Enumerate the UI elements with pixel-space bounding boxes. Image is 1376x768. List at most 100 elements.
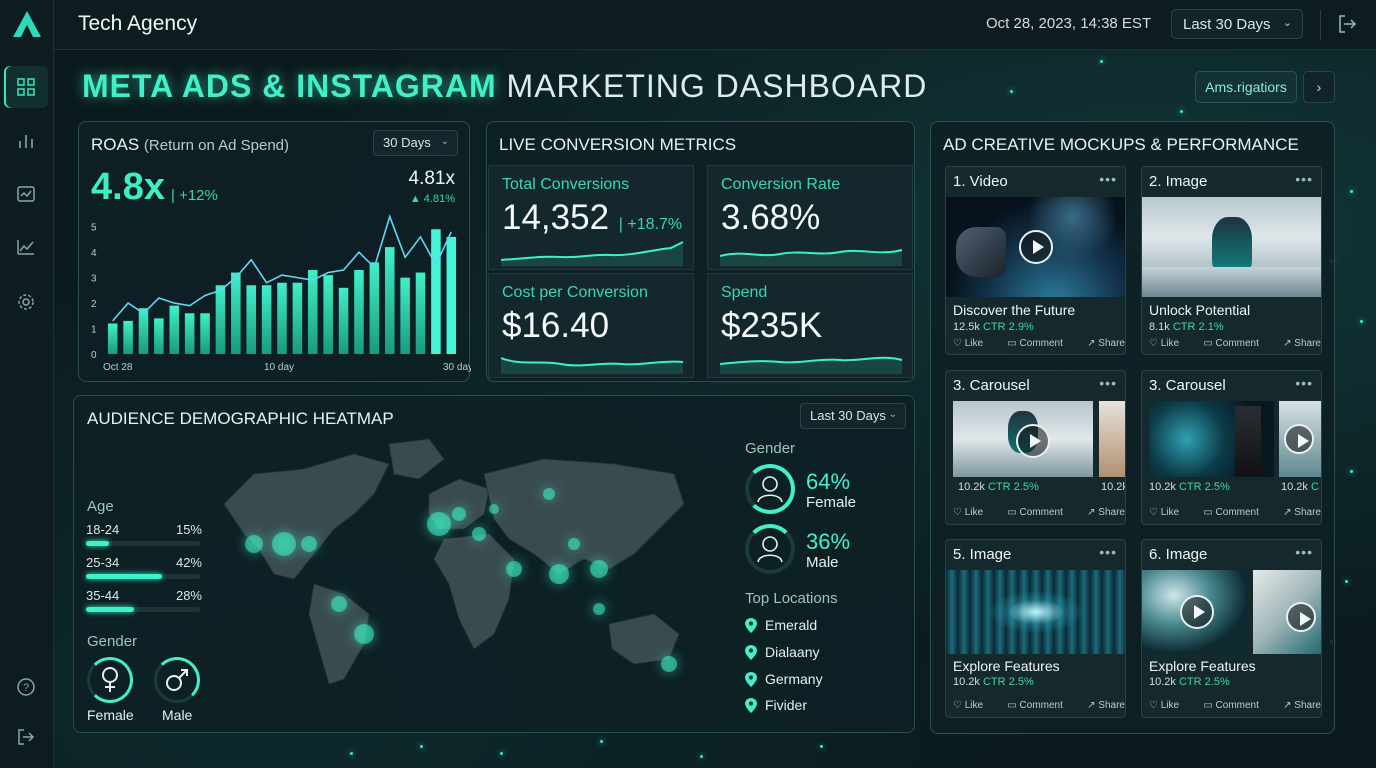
female-avatar-icon [757, 476, 783, 503]
sidebar-item-help[interactable]: ? [4, 666, 48, 708]
card-reach: 10.2k [1149, 481, 1176, 493]
activity-icon [17, 186, 35, 202]
image-thumbnail[interactable] [1142, 570, 1248, 654]
map-pin-icon [745, 698, 757, 713]
card-actions: ♡ Like ▭ Comment ↗ Share [953, 700, 1125, 711]
thumbnail-figure [1212, 217, 1252, 272]
creative-card[interactable]: 3. Carousel ••• 10.2k CTR 2.5% 10.2k C ♡… [1141, 370, 1322, 525]
more-icon[interactable]: ••• [1295, 544, 1313, 560]
roas-range-select[interactable]: 30 Days ⌄ [373, 130, 458, 156]
roas-bar [215, 285, 226, 354]
play-icon[interactable] [1016, 424, 1050, 458]
sidebar-item-dashboard[interactable] [4, 66, 48, 108]
particle [820, 745, 823, 748]
more-icon[interactable]: ••• [1295, 171, 1313, 187]
card-stats: 8.1k CTR 2.1% [1149, 321, 1224, 333]
share-button[interactable]: ↗ Share [1283, 507, 1321, 518]
male-pct-ring [745, 524, 795, 574]
heatmap-panel: AUDIENCE DEMOGRAPHIC HEATMAP Last 30 Day… [73, 395, 915, 733]
like-button[interactable]: ♡ Like [1149, 700, 1180, 711]
carousel-slide[interactable] [953, 401, 1093, 477]
like-button[interactable]: ♡ Like [953, 507, 984, 518]
particle [1100, 60, 1103, 63]
creatives-title: AD CREATIVE MOCKUPS & PERFORMANCE [943, 135, 1299, 154]
roas-bar [169, 305, 180, 354]
video-thumbnail[interactable] [946, 197, 1125, 297]
share-button[interactable]: ↗ Share [1283, 338, 1321, 349]
image-thumbnail-secondary[interactable] [1253, 570, 1321, 654]
card-actions: ♡ Like ▭ Comment ↗ Share [1149, 700, 1321, 711]
creative-card[interactable]: 5. Image ••• Explore Features 10.2k CTR … [945, 539, 1126, 718]
more-icon[interactable]: ••• [1099, 544, 1117, 560]
play-icon[interactable] [1284, 424, 1314, 454]
comment-button[interactable]: ▭ Comment [1007, 338, 1063, 349]
page-title-highlight: META ADS & INSTAGRAM [82, 68, 497, 104]
roas-chart: 0 1 2 3 4 5 Oct 28 10 day 30 day [91, 214, 471, 373]
carousel-slide-next[interactable] [1099, 401, 1125, 477]
date-range-select[interactable]: Last 30 Days ⌄ [1171, 9, 1303, 39]
map-hotspot [452, 507, 466, 521]
particle [600, 740, 603, 743]
more-icon[interactable]: ••• [1295, 375, 1313, 391]
share-button[interactable]: ↗ Share [1087, 338, 1125, 349]
share-button[interactable]: ↗ Share [1087, 507, 1125, 518]
creative-card[interactable]: 6. Image ••• Explore Features 10.2k CTR … [1141, 539, 1322, 718]
next-button[interactable]: › [1303, 71, 1335, 103]
more-icon[interactable]: ••• [1099, 375, 1117, 391]
age-group-pct: 28% [175, 588, 202, 603]
comment-button[interactable]: ▭ Comment [1203, 338, 1259, 349]
metric-cost-per-conversion: Cost per Conversion $16.40 [488, 273, 694, 378]
play-icon[interactable] [1019, 230, 1053, 264]
location-item[interactable]: Emerald [745, 617, 817, 633]
card-reach: 10.2k [1149, 676, 1176, 688]
sidebar-item-reports[interactable] [4, 173, 48, 215]
navigation-button[interactable]: Ams.rigatiors [1195, 71, 1297, 103]
sidebar-item-logout[interactable] [4, 716, 48, 758]
share-button[interactable]: ↗ Share [1087, 700, 1125, 711]
card-reach: 10.2k [958, 481, 985, 493]
roas-bar [354, 270, 364, 354]
creative-card[interactable]: 2. Image ••• Unlock Potential 8.1k CTR 2… [1141, 166, 1322, 355]
creatives-panel: AD CREATIVE MOCKUPS & PERFORMANCE 1. Vid… [930, 121, 1335, 734]
share-button[interactable]: ↗ Share [1283, 700, 1321, 711]
sidebar-item-settings[interactable] [4, 281, 48, 323]
comment-button[interactable]: ▭ Comment [1203, 700, 1259, 711]
sidebar-item-trends[interactable] [4, 226, 48, 268]
play-icon[interactable] [1180, 595, 1214, 629]
comment-button[interactable]: ▭ Comment [1007, 507, 1063, 518]
location-name: Dialaany [765, 644, 820, 660]
location-item[interactable]: Fivider [745, 697, 807, 713]
like-button[interactable]: ♡ Like [953, 700, 984, 711]
roas-bar [123, 320, 133, 354]
like-button[interactable]: ♡ Like [1149, 338, 1180, 349]
creative-card[interactable]: 1. Video ••• Discover the Future 12.5k C… [945, 166, 1126, 355]
location-item[interactable]: Germany [745, 671, 823, 687]
like-button[interactable]: ♡ Like [1149, 507, 1180, 518]
map-hotspot [272, 532, 296, 556]
play-icon[interactable] [1286, 602, 1316, 632]
live-conversion-panel: LIVE CONVERSION METRICS Total Conversion… [486, 121, 915, 382]
location-item[interactable]: Dialaany [745, 644, 819, 660]
more-icon[interactable]: ••• [1099, 171, 1117, 187]
world-map [223, 438, 685, 685]
thumbnail-ground [1142, 267, 1321, 297]
sparkline [501, 241, 684, 266]
card-actions: ♡ Like ▭ Comment ↗ Share [953, 507, 1125, 518]
card-reach: 12.5k [953, 321, 980, 333]
card-stats-next: 10.2k C [1281, 481, 1319, 493]
thumbnail-figure [956, 227, 1006, 277]
logout-icon[interactable] [1336, 13, 1358, 35]
location-name: Emerald [765, 617, 818, 633]
comment-button[interactable]: ▭ Comment [1203, 507, 1259, 518]
thumbnail-figure [1235, 406, 1261, 476]
sidebar-item-analytics[interactable] [4, 120, 48, 162]
carousel-slide[interactable] [1149, 401, 1274, 477]
age-row: 25-34 42% [86, 555, 202, 579]
roas-bar [246, 285, 256, 354]
creative-card[interactable]: 3. Carousel ••• 10.2k CTR 2.5% 10.2k ♡ L… [945, 370, 1126, 525]
like-button[interactable]: ♡ Like [953, 338, 984, 349]
heatmap-range-select[interactable]: Last 30 Days ⌄ [800, 403, 906, 429]
female-ring [87, 657, 133, 703]
carousel-slide-next[interactable] [1279, 401, 1321, 477]
comment-button[interactable]: ▭ Comment [1007, 700, 1063, 711]
